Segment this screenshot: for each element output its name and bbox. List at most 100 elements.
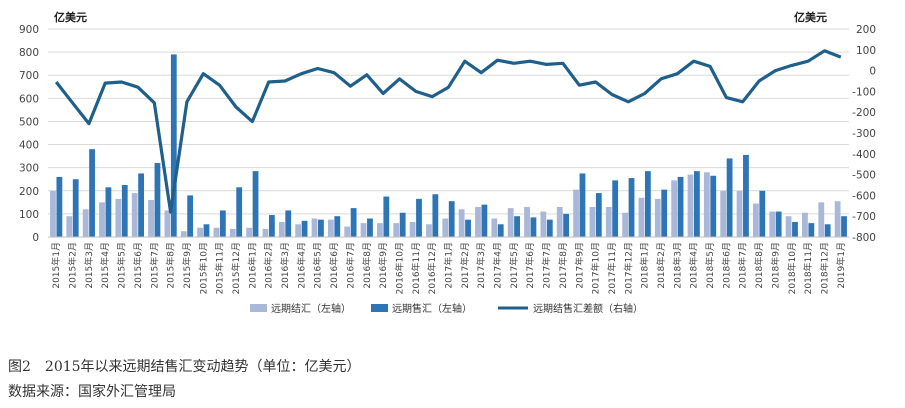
x-tick-label: 2015年11月 [214, 242, 226, 294]
x-tick-label: 2017年12月 [622, 242, 634, 294]
right-tick-label: 100 [856, 45, 876, 57]
legend: 远期结汇（左轴） 远期售汇（左轴） 远期结售汇差额（右轴） [250, 302, 643, 315]
bar-forward-sales [628, 178, 635, 237]
x-tick-label: 2015年5月 [116, 242, 128, 289]
bar-forward-sales [105, 187, 112, 237]
bar-forward-sales [743, 154, 749, 237]
left-tick-label: 200 [19, 186, 39, 198]
bar-forward-sales [710, 175, 717, 237]
bar-forward-settlement [605, 206, 612, 237]
x-tick-label: 2016年10月 [393, 242, 405, 294]
bar-forward-sales [301, 220, 308, 237]
x-tick-label: 2017年4月 [492, 242, 504, 289]
left-tick-label: 800 [19, 47, 39, 59]
bar-forward-settlement [311, 218, 318, 237]
bar-forward-settlement [213, 227, 220, 237]
bar-forward-sales [154, 163, 161, 237]
balance-line [54, 49, 842, 214]
bar-forward-settlement [752, 203, 759, 237]
bar-forward-settlement [720, 190, 727, 237]
bar-forward-sales [595, 193, 602, 237]
left-tick-label: 700 [19, 70, 39, 82]
x-tick-label: 2017年11月 [606, 242, 618, 294]
bars [50, 54, 847, 237]
bar-forward-settlement [475, 206, 481, 237]
x-tick-label: 2015年4月 [99, 242, 111, 289]
right-tick-label: -800 [852, 232, 876, 244]
bar-forward-sales [219, 210, 226, 237]
x-tick-label: 2015年3月 [83, 242, 95, 289]
x-tick-label: 2015年10月 [197, 242, 209, 294]
bar-forward-sales [416, 198, 422, 237]
bar-forward-sales [775, 211, 782, 237]
x-tick-label: 2018年9月 [769, 242, 781, 289]
bar-forward-sales [726, 158, 733, 237]
left-tick-label: 600 [19, 93, 39, 105]
bar-forward-settlement [834, 201, 841, 237]
bar-forward-settlement [818, 202, 825, 237]
bar-forward-settlement [654, 198, 661, 237]
bar-forward-sales [546, 219, 553, 237]
bar-forward-sales [121, 185, 128, 237]
bar-forward-settlement [426, 224, 432, 237]
x-tick-label: 2018年4月 [688, 242, 700, 289]
x-tick-label: 2016年4月 [295, 242, 307, 289]
bar-forward-sales [399, 212, 406, 237]
x-tick-label: 2018年8月 [753, 242, 765, 289]
bar-forward-settlement [246, 227, 253, 237]
bar-forward-settlement [115, 198, 122, 237]
x-tick-label: 2016年3月 [279, 242, 291, 289]
x-tick-label: 2017年1月 [443, 242, 455, 289]
legend-label-balance: 远期结售汇差额（右轴） [533, 302, 643, 315]
bar-forward-sales [56, 176, 63, 237]
legend-label-settlement: 远期结汇（左轴） [271, 302, 351, 315]
bar-forward-settlement [327, 219, 334, 237]
bar-forward-settlement [82, 209, 89, 237]
bar-forward-settlement [507, 208, 514, 237]
left-unit-label: 亿美元 [54, 10, 87, 24]
bar-forward-sales [824, 224, 831, 237]
bar-forward-settlement [769, 211, 776, 237]
bar-forward-sales [89, 149, 95, 237]
bar-forward-settlement [295, 224, 302, 237]
bar-forward-settlement [180, 231, 187, 237]
x-tick-label: 2015年6月 [132, 242, 144, 289]
bar-forward-sales [432, 194, 439, 237]
bar-forward-settlement [703, 172, 710, 237]
bar-forward-settlement [524, 206, 530, 237]
x-tick-label: 2018年10月 [786, 242, 798, 294]
x-tick-label: 2017年3月 [475, 242, 487, 289]
bar-forward-settlement [736, 190, 743, 237]
bar-forward-settlement [99, 202, 105, 237]
right-unit-label: 亿美元 [794, 10, 827, 24]
bar-forward-settlement [50, 190, 56, 237]
bar-forward-sales [579, 173, 586, 237]
x-tick-label: 2018年1月 [639, 242, 651, 289]
x-tick-label: 2017年2月 [459, 242, 471, 289]
left-tick-label: 0 [32, 232, 39, 244]
x-tick-label: 2017年6月 [524, 242, 536, 289]
right-tick-label: -400 [852, 149, 876, 161]
bar-forward-sales [318, 219, 324, 237]
bar-forward-sales [252, 171, 259, 237]
bar-forward-sales [644, 171, 651, 237]
x-tick-label: 2015年2月 [67, 242, 79, 289]
bar-forward-sales [203, 224, 210, 237]
x-tick-label: 2016年11月 [410, 242, 422, 294]
x-tick-label: 2018年6月 [720, 242, 732, 289]
source-note: 数据来源：国家外汇管理局 [8, 384, 176, 400]
x-tick-label: 2017年9月 [573, 242, 585, 289]
bar-forward-sales [694, 171, 700, 237]
x-tick-label: 2018年3月 [671, 242, 683, 289]
bar-forward-sales [138, 173, 145, 237]
x-tick-label: 2017年5月 [508, 242, 520, 289]
bar-forward-sales [236, 187, 243, 237]
x-tick-label: 2015年8月 [165, 242, 177, 289]
chart: 0 100 200 300 400 500 600 700 800 900 -800 -700 -60… [19, 10, 876, 315]
legend-swatch-sales [371, 304, 388, 312]
figure-caption: 图2 2015年以来远期结售汇变动趋势（单位：亿美元） [8, 359, 361, 375]
bar-forward-sales [612, 180, 619, 237]
bar-forward-settlement [671, 180, 678, 237]
bar-forward-sales [448, 201, 455, 237]
x-tick-label: 2015年9月 [181, 242, 193, 289]
